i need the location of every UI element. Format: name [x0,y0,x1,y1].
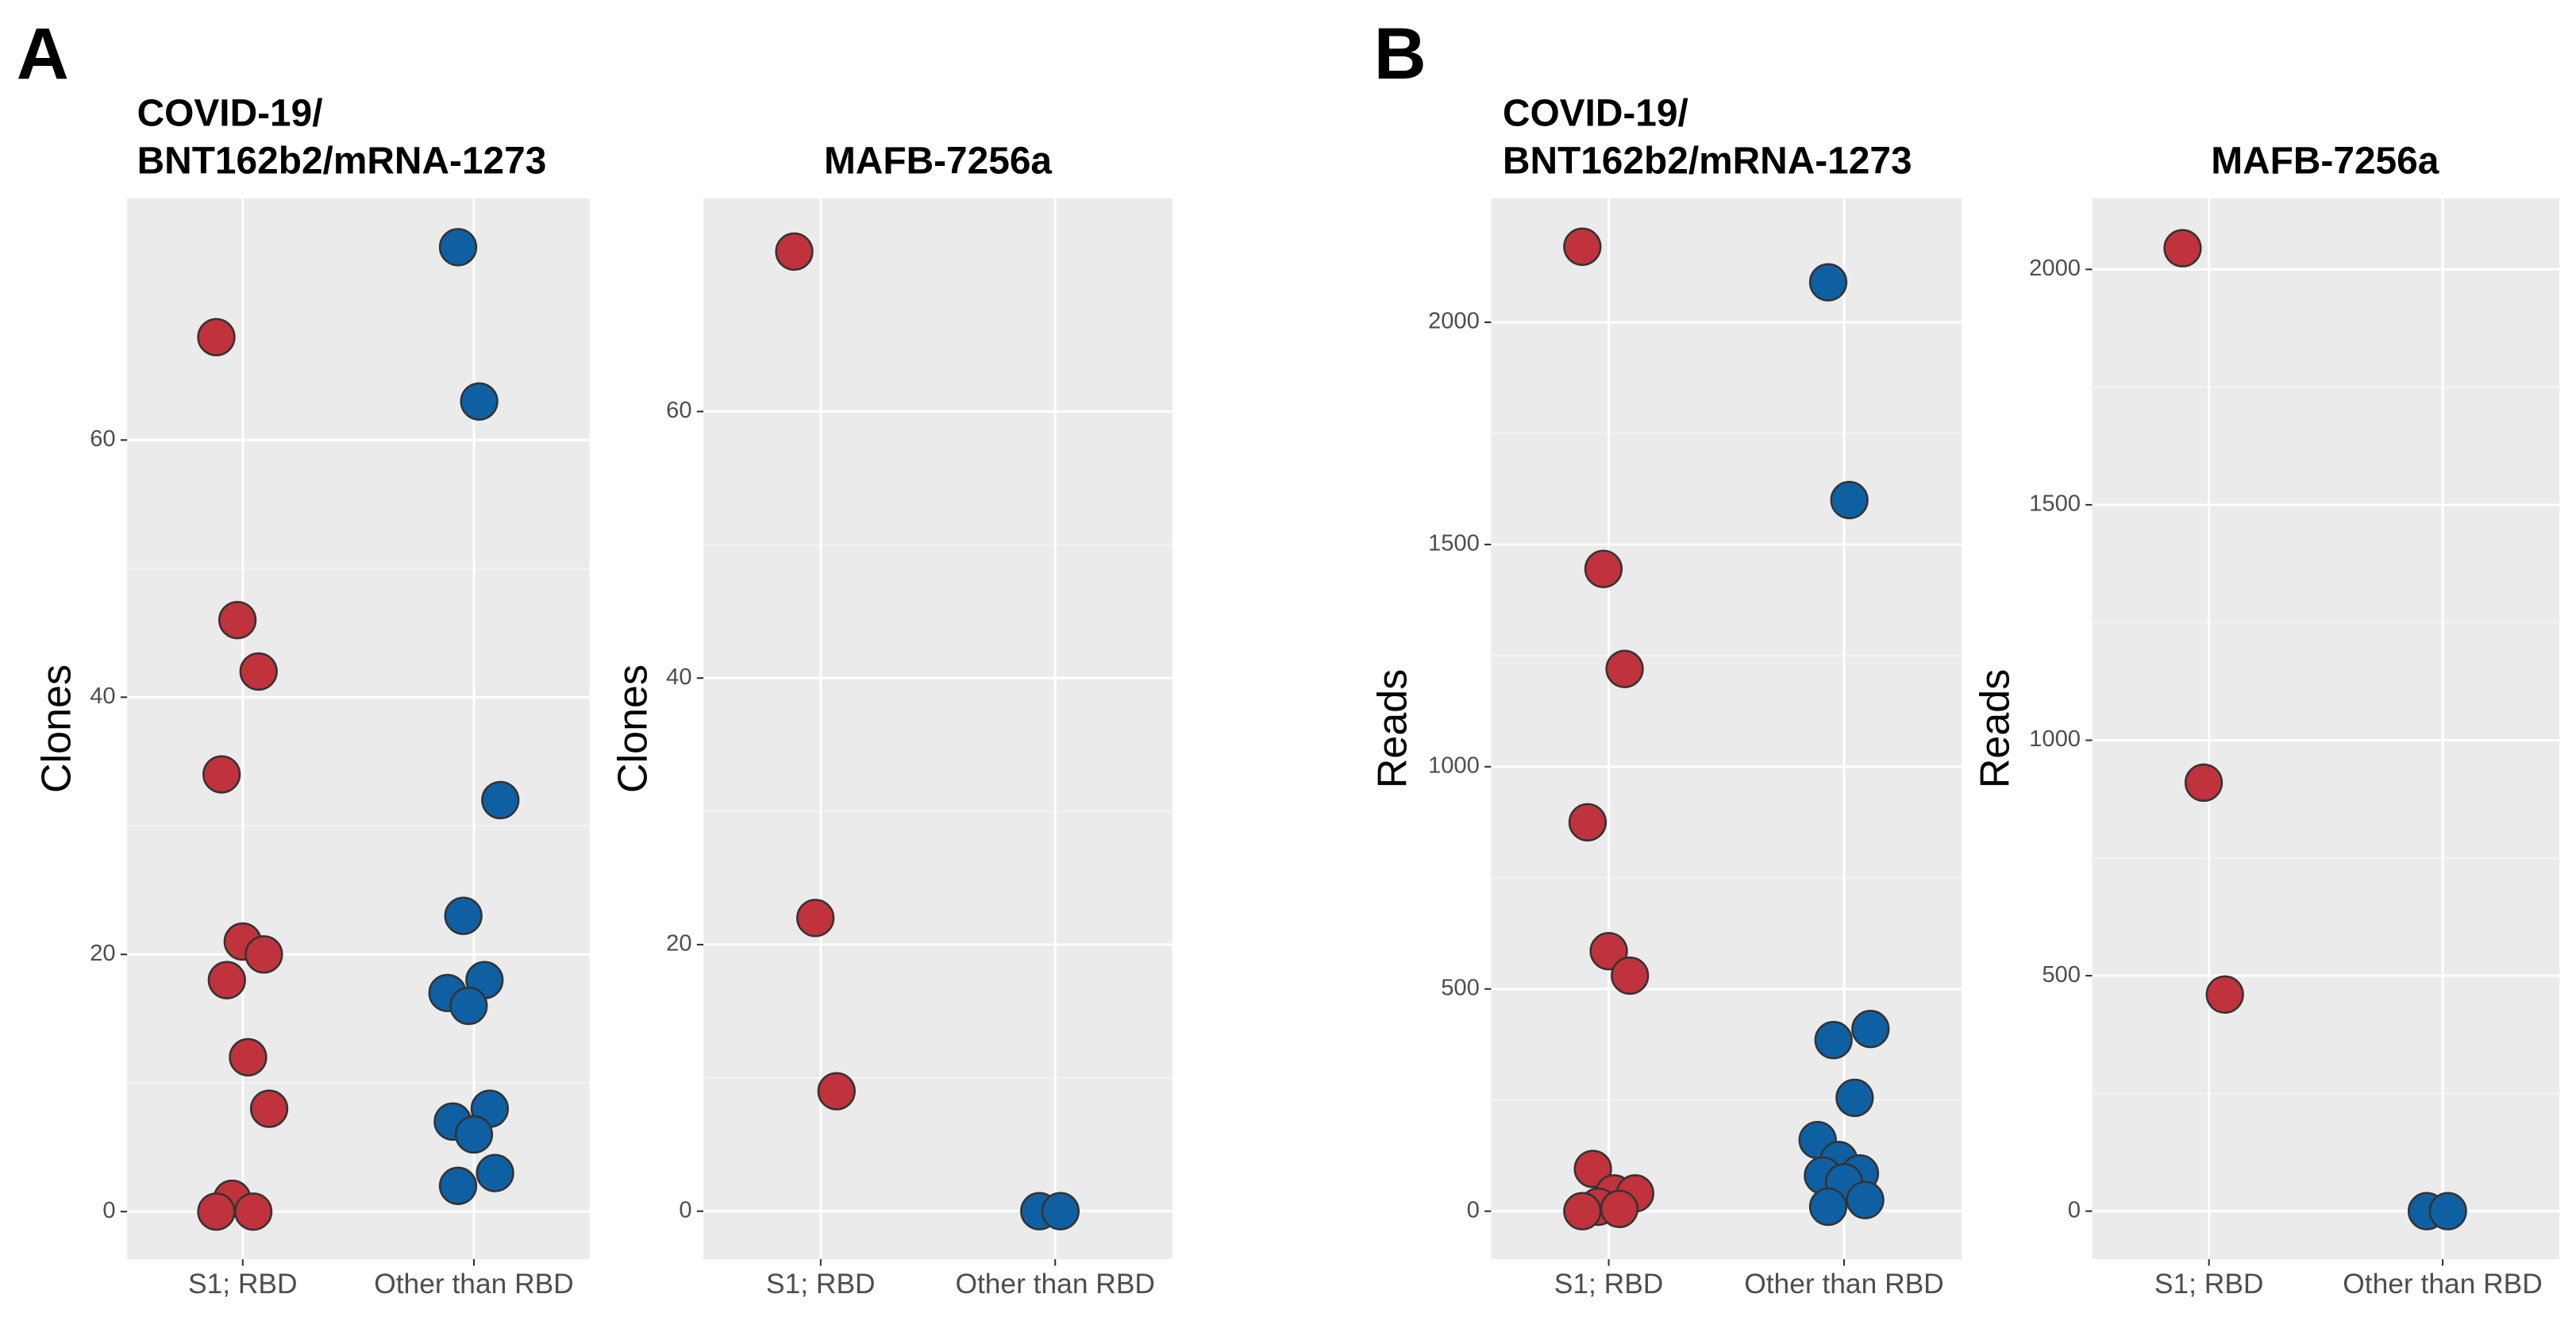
y-tick-label: 500 [1441,975,1480,1000]
x-tick-label: Other than RBD [1744,1269,1943,1300]
y-tick-label: 60 [90,426,115,452]
point [1573,1149,1612,1188]
point [438,228,478,267]
x-tick-label: Other than RBD [374,1269,573,1300]
point [207,961,246,999]
plot-background [703,198,1172,1260]
panel-title: MAFB-7256a [2211,141,2439,183]
point [2163,229,2202,268]
point [1605,649,1644,688]
plot-background [1491,198,1962,1260]
point [2205,975,2244,1014]
y-axis-label: Reads [1973,669,2019,788]
point [2184,763,2224,803]
point [1830,480,1869,520]
point [444,896,483,935]
point [1568,803,1608,841]
point [202,755,241,794]
point [197,318,236,356]
point [1041,1192,1080,1230]
y-tick-label: 1500 [2029,491,2081,517]
y-tick-label: 20 [90,941,115,966]
point [454,1115,494,1154]
panel-title: COVID-19/ [137,92,323,134]
panel-title: COVID-19/ [1503,92,1688,134]
point [218,600,257,640]
point [2428,1192,2467,1230]
y-tick-label: 20 [666,931,691,957]
y-tick-label: 60 [666,398,691,423]
y-tick-label: 2000 [1428,309,1480,334]
plot-background [127,198,590,1260]
y-tick-label: 0 [679,1197,691,1223]
point [229,1038,268,1076]
panel-title: BNT162b2/mRNA-1273 [137,141,547,183]
point [481,780,520,820]
point [1611,956,1650,995]
point [1563,1192,1602,1230]
point [249,1089,289,1128]
point [438,1166,478,1205]
point [239,652,278,691]
point [817,1072,856,1111]
point [1584,549,1623,588]
point [460,382,499,421]
x-tick-label: Other than RBD [955,1269,1154,1300]
y-tick-label: 500 [2042,962,2081,988]
y-tick-label: 1000 [2029,726,2081,752]
y-tick-label: 1500 [1428,531,1480,556]
x-tick-label: S1; RBD [766,1269,876,1300]
x-tick-label: S1; RBD [1554,1269,1664,1300]
point [1600,1189,1639,1229]
y-tick-label: 40 [90,684,115,709]
point [1814,1020,1853,1060]
point [1808,1187,1848,1227]
y-tick-label: 0 [102,1198,115,1223]
point [476,1153,514,1192]
point [1589,932,1628,971]
y-tick-label: 0 [1467,1197,1480,1223]
point [233,1192,273,1231]
point [449,986,488,1026]
point [197,1192,236,1231]
y-tick-label: 1000 [1428,753,1480,779]
panel-title: MAFB-7256a [824,141,1052,183]
point [1835,1078,1874,1118]
y-axis-label: Clones [34,664,80,793]
point [1851,1009,1890,1049]
panel-label: A [17,13,69,94]
y-axis-label: Reads [1369,669,1415,788]
point [1846,1180,1885,1219]
point [796,899,835,938]
y-axis-label: Clones [610,664,657,793]
point [245,935,283,974]
point [775,232,814,271]
x-tick-label: Other than RBD [2343,1269,2542,1300]
y-tick-label: 40 [666,664,691,690]
point [1808,263,1848,302]
x-tick-label: S1; RBD [188,1269,298,1300]
point [1563,227,1602,266]
plot-background [2092,198,2560,1260]
panel-label: B [1374,13,1427,94]
panel-title: BNT162b2/mRNA-1273 [1503,141,1912,183]
y-tick-label: 0 [2068,1197,2081,1223]
x-tick-label: S1; RBD [2154,1269,2264,1300]
y-tick-label: 2000 [2029,256,2081,281]
